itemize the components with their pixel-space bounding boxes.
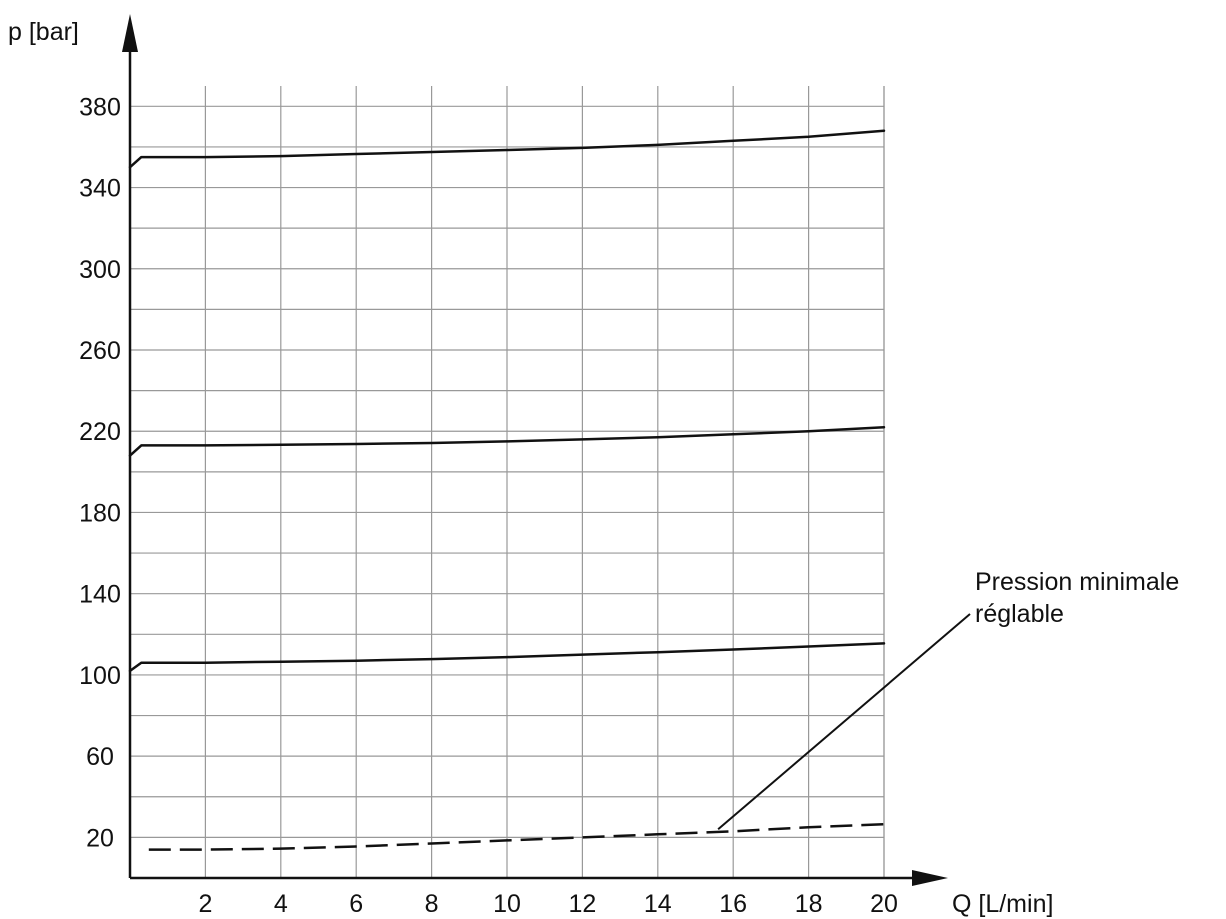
y-tick-label: 140 bbox=[79, 581, 121, 609]
annotation: Pression minimale réglable bbox=[717, 568, 1179, 831]
x-tick-label: 10 bbox=[493, 890, 521, 918]
y-tick-label: 220 bbox=[79, 418, 121, 446]
series-lines bbox=[128, 129, 886, 851]
y-tick-label: 300 bbox=[79, 256, 121, 284]
y-tick-label: 20 bbox=[86, 824, 114, 852]
x-tick-label: 14 bbox=[644, 890, 672, 918]
annotation-label: Pression minimale réglable bbox=[975, 568, 1179, 628]
annotation-line: réglable bbox=[975, 600, 1064, 628]
annotation-leader-line bbox=[717, 613, 971, 831]
y-tick-label: 60 bbox=[86, 743, 114, 771]
x-tick-label: 2 bbox=[198, 890, 212, 918]
y-axis-title: p [bar] bbox=[8, 18, 79, 46]
annotation-line: Pression minimale bbox=[975, 568, 1179, 596]
series-line-solid bbox=[128, 425, 886, 457]
y-tick-label: 100 bbox=[79, 662, 121, 690]
series-line-solid bbox=[128, 129, 886, 169]
y-axis-arrow-icon bbox=[122, 14, 138, 52]
grid bbox=[129, 86, 885, 878]
x-tick-label: 20 bbox=[870, 890, 898, 918]
axes bbox=[122, 14, 948, 886]
y-tick-label: 260 bbox=[79, 337, 121, 365]
x-tick-label: 16 bbox=[719, 890, 747, 918]
x-tick-label: 4 bbox=[274, 890, 288, 918]
series-line-dashed bbox=[148, 822, 885, 851]
x-tick-label: 8 bbox=[425, 890, 439, 918]
x-tick-label: 18 bbox=[795, 890, 823, 918]
y-tick-label: 380 bbox=[79, 93, 121, 121]
y-tick-labels: 20 60 100 140 180 220 260 300 340 380 bbox=[79, 93, 121, 852]
x-tick-labels: 2 4 6 8 10 12 14 16 18 20 bbox=[198, 890, 897, 918]
x-tick-label: 6 bbox=[349, 890, 363, 918]
y-tick-label: 180 bbox=[79, 499, 121, 527]
series-line-solid bbox=[128, 642, 886, 673]
x-axis-title: Q [L/min] bbox=[952, 890, 1053, 918]
y-tick-label: 340 bbox=[79, 175, 121, 203]
x-axis-arrow-icon bbox=[912, 870, 948, 886]
x-tick-label: 12 bbox=[568, 890, 596, 918]
